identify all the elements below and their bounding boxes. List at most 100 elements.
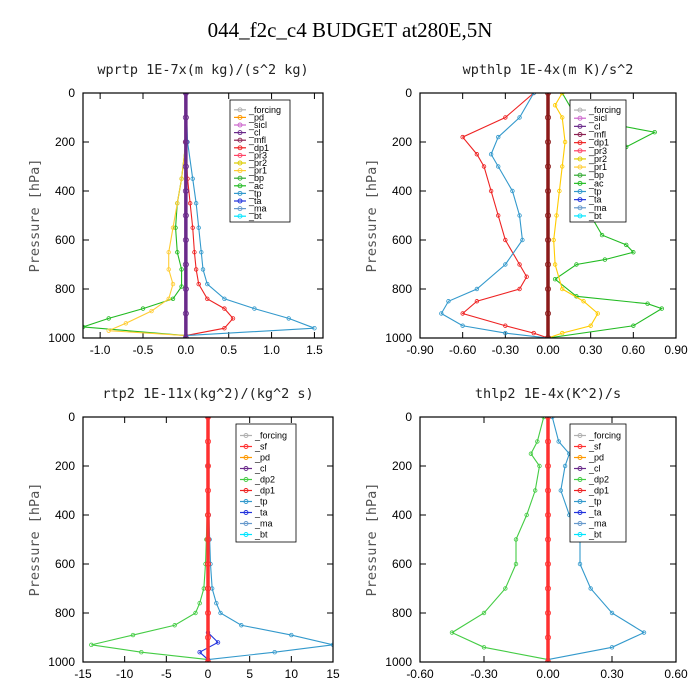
x-tick-label: 0.00	[536, 343, 560, 357]
legend-label: _ta	[254, 508, 268, 518]
legend-label: _sicl	[588, 113, 607, 123]
x-tick-label: 10	[285, 667, 299, 681]
data-point	[496, 213, 501, 218]
x-tick-label: -0.60	[449, 343, 477, 357]
data-point	[474, 299, 480, 304]
data-point	[175, 201, 180, 206]
data-point	[533, 488, 538, 493]
data-point	[609, 610, 615, 616]
legend-label: _forcing	[254, 431, 287, 441]
data-point	[218, 610, 223, 616]
data-point	[204, 585, 211, 592]
legend-marker	[237, 175, 243, 181]
data-point	[197, 601, 202, 606]
legend-marker	[237, 206, 243, 212]
legend-label: _sicl	[248, 120, 267, 130]
x-tick-label: 0.30	[579, 343, 603, 357]
legend-label: _ma	[588, 519, 607, 529]
legend-marker	[243, 444, 249, 449]
data-point	[659, 306, 664, 311]
legend-marker	[237, 213, 243, 219]
series-line	[547, 93, 664, 338]
data-point	[560, 93, 565, 96]
data-point	[513, 537, 519, 542]
data-point	[557, 188, 562, 194]
legend-marker	[577, 164, 583, 170]
data-point	[545, 561, 552, 568]
data-point	[556, 439, 561, 444]
data-point	[588, 586, 593, 591]
x-tick-label: 0.00	[536, 667, 560, 681]
y-tick-label: 0	[405, 410, 412, 424]
data-point	[488, 188, 494, 194]
data-point	[560, 330, 565, 336]
data-point	[182, 138, 189, 145]
data-point	[170, 281, 176, 287]
data-point	[193, 610, 198, 616]
y-tick-label: 0	[405, 86, 412, 100]
data-point	[192, 250, 197, 255]
data-point	[545, 163, 552, 170]
y-axis-label: Pressure [hPa]	[364, 159, 380, 273]
y-tick-label: 800	[55, 606, 75, 620]
legend-marker	[577, 189, 583, 194]
data-point	[204, 561, 211, 568]
y-axis-label: Pressure [hPa]	[364, 483, 380, 597]
data-point	[182, 236, 189, 243]
legend-marker	[237, 168, 243, 174]
legend-marker	[237, 190, 243, 196]
y-tick-label: 800	[392, 606, 412, 620]
data-point	[545, 610, 552, 617]
panel-title: thlp2 1E-4x(K^2)/s	[475, 386, 621, 402]
plot-frame	[419, 92, 677, 339]
data-point	[205, 281, 210, 287]
data-point	[562, 463, 568, 469]
data-point	[535, 439, 540, 444]
series-line	[91, 417, 209, 661]
x-tick-label: 0.90	[664, 343, 688, 357]
x-tick-label: -10	[116, 667, 134, 681]
data-point	[205, 296, 210, 301]
data-point	[252, 306, 257, 311]
legend-marker	[243, 455, 249, 460]
data-point	[609, 645, 615, 650]
y-tick-label: 1000	[48, 655, 75, 669]
x-tick-label: 0.30	[600, 667, 624, 681]
legend-marker	[243, 532, 249, 537]
data-point	[214, 601, 219, 606]
legend-marker	[243, 510, 249, 515]
legend-label: _tp	[254, 497, 268, 507]
data-point	[446, 299, 451, 304]
legend-marker	[577, 466, 583, 471]
x-tick-label: 0.60	[622, 343, 646, 357]
legend-label: _bp	[588, 170, 604, 180]
data-point	[330, 642, 333, 648]
legend-marker	[577, 510, 583, 515]
data-point	[531, 93, 536, 96]
data-point	[545, 512, 552, 519]
legend-marker	[237, 152, 243, 158]
legend-marker	[577, 444, 583, 449]
data-point	[545, 438, 552, 445]
data-point	[517, 286, 522, 292]
legend-label: _tp	[248, 188, 262, 198]
data-point	[139, 650, 144, 655]
data-point	[106, 316, 111, 321]
data-point	[528, 451, 534, 456]
data-point	[520, 237, 525, 243]
data-point	[545, 236, 552, 243]
data-point	[239, 623, 244, 628]
data-point	[510, 188, 515, 194]
legend-label: _dp1	[248, 143, 269, 153]
legend-label: _ta	[248, 196, 262, 206]
data-point	[545, 536, 552, 543]
data-point	[289, 632, 294, 638]
legend-label: _cl	[588, 121, 601, 131]
data-point	[474, 152, 480, 157]
data-point	[574, 262, 579, 267]
data-point	[652, 129, 657, 135]
data-point	[517, 213, 522, 218]
legend-label: _ta	[588, 508, 602, 518]
y-tick-label: 400	[55, 508, 75, 522]
legend-marker	[237, 122, 243, 128]
